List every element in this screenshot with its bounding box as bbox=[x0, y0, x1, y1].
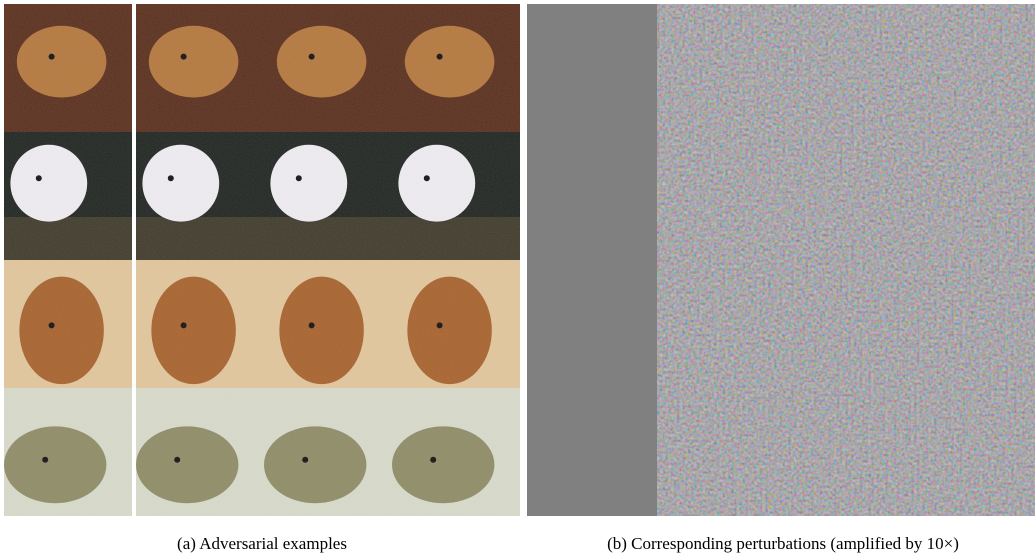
grain bbox=[392, 260, 520, 388]
image-tile bbox=[4, 4, 132, 132]
caption-a: (a) Adversarial examples bbox=[177, 534, 347, 553]
image-tile bbox=[4, 260, 132, 388]
image-tile bbox=[136, 388, 264, 516]
grain bbox=[4, 4, 132, 132]
perturbation-tile bbox=[657, 388, 783, 516]
perturbation-noise bbox=[657, 132, 783, 260]
grain bbox=[264, 132, 392, 260]
perturbation-tile bbox=[657, 4, 783, 132]
image-tile bbox=[136, 4, 264, 132]
perturbation-noise bbox=[909, 260, 1035, 388]
perturbation-noise bbox=[657, 260, 783, 388]
image-tile bbox=[4, 132, 132, 260]
perturbation-tile bbox=[783, 132, 909, 260]
perturbation-tile bbox=[657, 260, 783, 388]
grain bbox=[136, 132, 264, 260]
perturbation-noise bbox=[657, 4, 783, 132]
perturbation-tile bbox=[909, 132, 1035, 260]
perturbation-tile bbox=[909, 260, 1035, 388]
perturbation-noise bbox=[909, 132, 1035, 260]
grain bbox=[136, 260, 264, 388]
image-tile bbox=[4, 388, 132, 516]
image-tile bbox=[392, 388, 520, 516]
grain bbox=[136, 4, 264, 132]
grain bbox=[264, 260, 392, 388]
perturbation-noise bbox=[909, 388, 1035, 516]
perturbation-tile bbox=[909, 388, 1035, 516]
grain bbox=[392, 388, 520, 516]
grain bbox=[4, 132, 132, 260]
image-tile bbox=[392, 260, 520, 388]
perturbation-tile bbox=[783, 388, 909, 516]
perturbation-noise bbox=[783, 388, 909, 516]
image-tile bbox=[392, 4, 520, 132]
grain bbox=[264, 388, 392, 516]
caption-b: (b) Corresponding perturbations (amplifi… bbox=[607, 534, 959, 553]
grain bbox=[392, 132, 520, 260]
perturbation-noise bbox=[783, 4, 909, 132]
perturbation-noise bbox=[909, 4, 1035, 132]
perturbations bbox=[657, 4, 1035, 516]
grain bbox=[392, 4, 520, 132]
adversarial-examples bbox=[4, 4, 520, 516]
perturbation-noise bbox=[783, 260, 909, 388]
image-tile bbox=[136, 260, 264, 388]
image-tile bbox=[264, 260, 392, 388]
perturbation-tile bbox=[783, 260, 909, 388]
perturbation-noise bbox=[783, 132, 909, 260]
image-tile bbox=[392, 132, 520, 260]
grain bbox=[136, 388, 264, 516]
image-tile bbox=[264, 4, 392, 132]
grain bbox=[264, 4, 392, 132]
grain bbox=[4, 388, 132, 516]
image-tile bbox=[264, 132, 392, 260]
image-tile bbox=[136, 132, 264, 260]
perturbation-tile bbox=[783, 4, 909, 132]
perturbation-noise bbox=[657, 388, 783, 516]
perturbation-tile bbox=[909, 4, 1035, 132]
grain bbox=[4, 260, 132, 388]
perturbation-tile bbox=[657, 132, 783, 260]
image-tile bbox=[264, 388, 392, 516]
gray-block bbox=[527, 4, 657, 516]
